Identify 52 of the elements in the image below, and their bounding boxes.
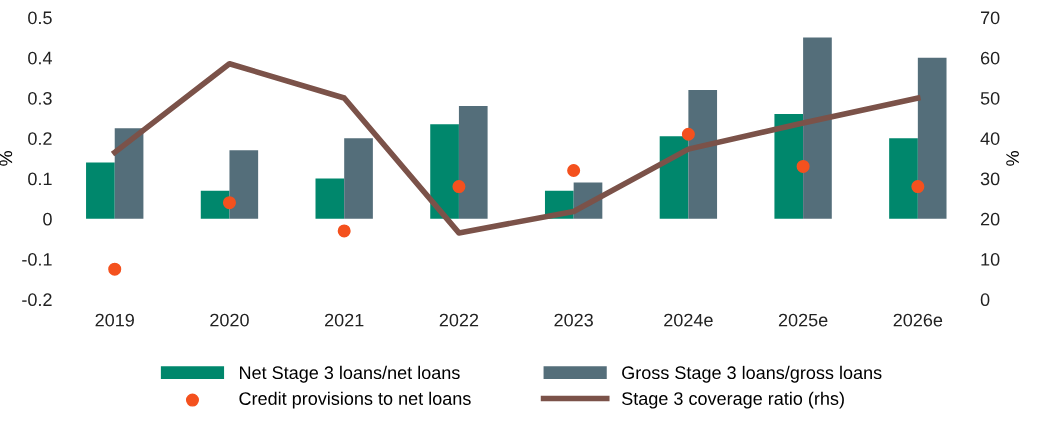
x-tick-label: 2020 bbox=[210, 313, 249, 327]
point bbox=[796, 159, 810, 173]
x-tick-label: 2026e bbox=[893, 313, 943, 327]
point bbox=[222, 196, 236, 210]
x-tick-label: 2024e bbox=[664, 313, 713, 327]
legend-label: Net Stage 3 loans/net loans bbox=[240, 365, 460, 383]
point bbox=[337, 224, 351, 238]
bar bbox=[344, 138, 373, 219]
x-tick-label: 2022 bbox=[439, 313, 479, 327]
y2-tick-label: 0 bbox=[980, 293, 990, 307]
legend-label: Credit provisions to net loans bbox=[239, 391, 471, 409]
y-tick-label: 0.2 bbox=[28, 132, 52, 145]
point bbox=[452, 180, 466, 194]
y-tick-label: 0.4 bbox=[28, 51, 52, 65]
point bbox=[911, 180, 925, 194]
bar bbox=[803, 37, 832, 219]
y-tick-label: 0.1 bbox=[28, 172, 52, 186]
bar bbox=[229, 150, 259, 219]
legend-label: Gross Stage 3 loans/gross loans bbox=[622, 365, 882, 383]
y2-tick-label: 10 bbox=[981, 253, 1000, 266]
bar bbox=[86, 162, 115, 219]
point bbox=[567, 163, 581, 177]
y2-tick-label: 70 bbox=[980, 11, 1000, 25]
bar bbox=[458, 106, 488, 219]
y2-tick-label: 20 bbox=[980, 212, 1000, 226]
bar bbox=[114, 128, 144, 219]
y2-axis-title: % bbox=[1006, 151, 1019, 166]
x-tick-label: 2021 bbox=[325, 313, 364, 327]
y-tick-label: 0.3 bbox=[28, 91, 52, 105]
bar bbox=[889, 138, 918, 219]
y-tick-label: 0.5 bbox=[28, 11, 52, 25]
y2-tick-label: 50 bbox=[980, 91, 1000, 105]
x-tick-label: 2023 bbox=[554, 313, 593, 327]
y-tick-label: -0.2 bbox=[22, 293, 52, 307]
bar bbox=[917, 57, 947, 219]
y2-tick-label: 40 bbox=[980, 132, 1000, 145]
x-tick-label: 2019 bbox=[95, 313, 134, 327]
bar bbox=[774, 114, 804, 219]
bar bbox=[659, 136, 689, 219]
point bbox=[108, 262, 122, 276]
y2-tick-label: 60 bbox=[980, 51, 1000, 65]
x-tick-label: 2025e bbox=[778, 313, 828, 327]
y2-tick-label: 30 bbox=[980, 172, 1000, 186]
y-tick-label: -0.1 bbox=[22, 253, 52, 266]
bar bbox=[430, 124, 459, 219]
bar bbox=[200, 190, 230, 219]
bar bbox=[315, 178, 345, 219]
y-axis-title: % bbox=[0, 151, 13, 166]
bar bbox=[688, 89, 718, 219]
point bbox=[681, 127, 695, 141]
legend-label: Stage 3 coverage ratio (rhs) bbox=[622, 391, 844, 409]
y-tick-label: 0 bbox=[43, 212, 52, 226]
